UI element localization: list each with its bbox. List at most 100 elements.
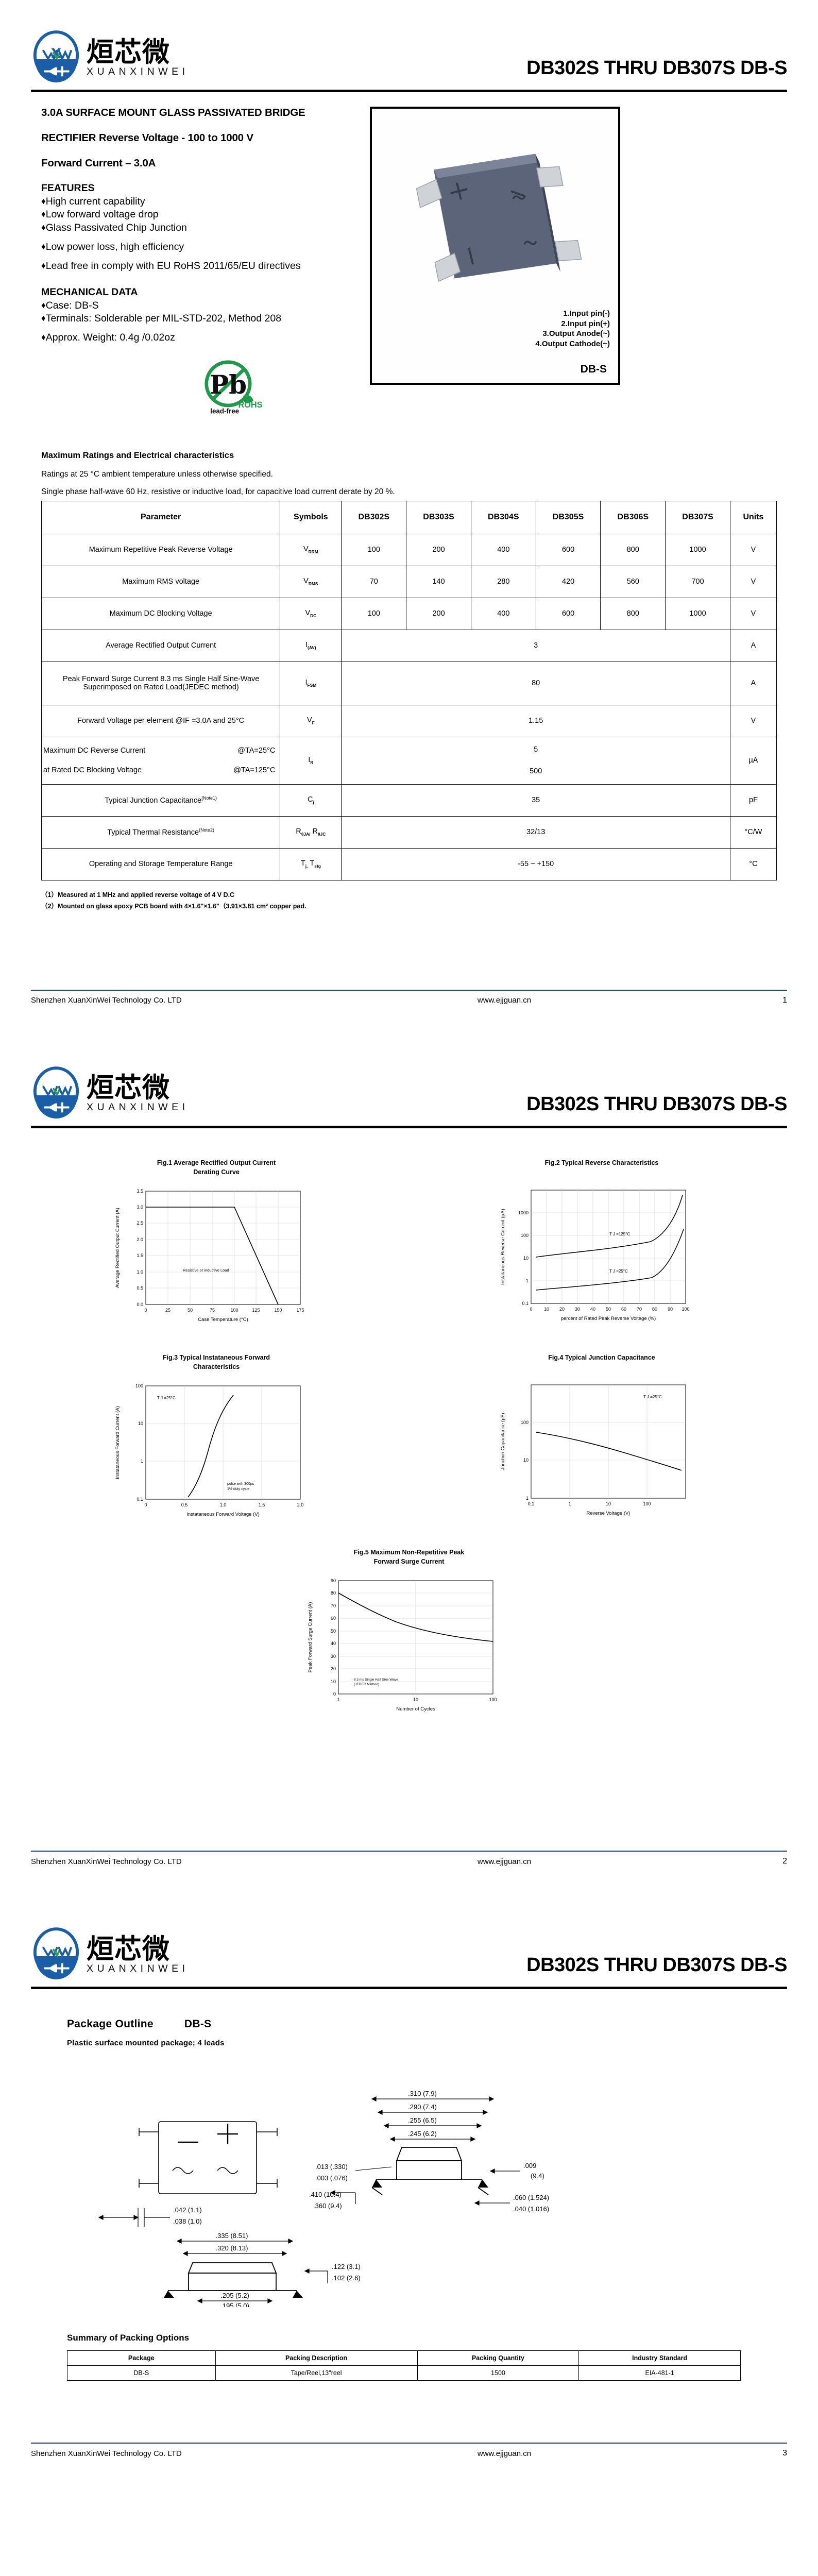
col-db302s: DB302S <box>341 500 407 534</box>
rohs-lead-free-badge: Pb ROHS lead-free <box>201 358 265 420</box>
dim-label: .335 (8.51) <box>216 2232 248 2240</box>
figure-2: Fig.2 Typical Reverse Characteristics <box>463 1158 741 1335</box>
svg-text:40: 40 <box>590 1307 595 1312</box>
footer-website[interactable]: www.ejjguan.cn <box>477 996 532 1005</box>
figure-1: Fig.1 Average Rectified Output Current D… <box>77 1158 355 1335</box>
feature-item: ♦High current capability <box>41 196 145 207</box>
svg-text:ROHS: ROHS <box>238 400 263 410</box>
ratings-table: Parameter Symbols DB302S DB303S DB304S D… <box>41 500 777 880</box>
table-row: Average Rectified Output Current I(AV) 3… <box>41 629 777 662</box>
row-param: Forward Voltage per element @IF =3.0A an… <box>41 704 281 737</box>
bullet-diamond-icon: ♦ <box>41 313 46 324</box>
pack-cell-standard: EIA-481-1 <box>578 2365 741 2381</box>
cell-value: 100 <box>341 597 407 630</box>
headline-line-3: Forward Current – 3.0A <box>41 157 156 169</box>
headline-line-1: 3.0A SURFACE MOUNT GLASS PASSIVATED BRID… <box>41 107 305 118</box>
svg-text:T J =25°C: T J =25°C <box>609 1269 628 1274</box>
package-drawings: .042 (1.1) .038 (1.0) <box>67 2065 741 2310</box>
row-param-line2: at Rated DC Blocking Voltage <box>43 766 142 775</box>
logo-chinese-name: 烜芯微 <box>87 1934 170 1965</box>
package-outline-code: DB-S <box>184 2018 212 2030</box>
svg-text:50: 50 <box>606 1307 611 1312</box>
figure-1-xlabel: Case Temperature (°C) <box>198 1317 248 1323</box>
charts-section: Fig.1 Average Rectified Output Current D… <box>31 1128 787 1725</box>
col-symbols: Symbols <box>280 500 342 534</box>
svg-text:60: 60 <box>331 1616 336 1621</box>
packing-options-title: Summary of Packing Options <box>67 2333 190 2343</box>
svg-text:1.0: 1.0 <box>220 1502 227 1507</box>
page2-footer: Shenzhen XuanXinWei Technology Co. LTD w… <box>31 1851 787 1866</box>
dim-label: .102 (2.6) <box>332 2274 361 2282</box>
row-symbol: Cj <box>280 784 342 817</box>
ratings-section: Maximum Ratings and Electrical character… <box>31 420 787 912</box>
company-logo: 烜芯微 XUANXINWEI <box>31 1927 189 1982</box>
ratings-condition: Single phase half-wave 60 Hz, resistive … <box>41 487 395 496</box>
dim-label: .013 (.330) <box>315 2163 348 2171</box>
svg-text:10: 10 <box>523 1256 529 1261</box>
page3-header: 烜芯微 XUANXINWEI DB302S THRU DB307S DB-S <box>31 1897 787 1986</box>
svg-text:75: 75 <box>210 1308 215 1313</box>
svg-text:20: 20 <box>559 1307 565 1312</box>
row-param-line1: Maximum DC Reverse Current <box>43 747 146 755</box>
row-symbol: VF <box>280 704 342 737</box>
figure-3-ylabel: Instataneous Forward Current (A) <box>115 1406 121 1479</box>
mechanical-item: ♦Case: DB-S <box>41 299 99 311</box>
row-param: Average Rectified Output Current <box>41 629 281 662</box>
dim-label: .060 (1.524) <box>513 2194 549 2201</box>
chart-row-3: Fig.5 Maximum Non-Repetitive Peak Forwar… <box>77 1548 741 1725</box>
packing-row: DB-S Tape/Reel,13"reel 1500 EIA-481-1 <box>67 2365 741 2381</box>
pin-item: 1.Input pin(-) <box>563 309 610 318</box>
svg-text:100: 100 <box>230 1308 238 1313</box>
figure-5-title: Fig.5 Maximum Non-Repetitive Peak Forwar… <box>353 1549 465 1566</box>
row-param: Typical Junction Capacitance(Note1) <box>41 784 281 817</box>
packing-options-section: Summary of Packing Options Package Packi… <box>31 2333 787 2381</box>
cell-value-span: 35 <box>341 784 730 817</box>
footer-website[interactable]: www.ejjguan.cn <box>477 2449 532 2458</box>
svg-text:30: 30 <box>331 1654 336 1659</box>
svg-text:100: 100 <box>521 1420 529 1425</box>
svg-text:10: 10 <box>413 1697 418 1702</box>
svg-text:1: 1 <box>141 1459 143 1464</box>
pack-cell-quantity: 1500 <box>417 2365 580 2381</box>
dim-label: .205 (5.2) <box>220 2292 249 2299</box>
table-notes: （1）Measured at 1 MHz and applied reverse… <box>41 890 777 912</box>
cell-value-span: 32/13 <box>341 816 730 849</box>
cell-value: 70 <box>341 565 407 598</box>
svg-text:T J =25°C: T J =25°C <box>157 1396 176 1400</box>
row-symbol: VDC <box>280 597 342 630</box>
pack-col-quantity: Packing Quantity <box>417 2350 580 2366</box>
bullet-diamond-icon: ♦ <box>41 196 46 206</box>
footer-page-number: 2 <box>782 1857 787 1866</box>
col-db306s: DB306S <box>600 500 666 534</box>
footer-website[interactable]: www.ejjguan.cn <box>477 1857 532 1866</box>
table-header-row: Parameter Symbols DB302S DB303S DB304S D… <box>41 500 777 534</box>
figure-1-ylabel: Average Rectified Output Current (A) <box>115 1208 121 1288</box>
row-unit: °C <box>729 848 777 880</box>
footer-company: Shenzhen XuanXinWei Technology Co. LTD <box>31 1857 182 1866</box>
pin-item: 2.Input pin(+) <box>561 319 610 328</box>
figure-1-plot: Resistive or inductive Load 0.0 0.5 1.0 1.… <box>115 1189 304 1323</box>
svg-text:T J =125°C: T J =125°C <box>609 1232 630 1236</box>
svg-text:10: 10 <box>606 1501 611 1506</box>
figure-2-plot: T J =125°C T J =25°C 0.1 1 10 100 1000 0 10 2… <box>500 1190 690 1321</box>
svg-text:10: 10 <box>331 1679 336 1684</box>
cell-value: 280 <box>470 565 536 598</box>
row-unit: V <box>729 597 777 630</box>
page-separator <box>0 1866 818 1897</box>
page1-footer: Shenzhen XuanXinWei Technology Co. LTD w… <box>31 989 787 1005</box>
figure-2-ylabel: Instataneous Reverse Current (µA) <box>500 1209 506 1285</box>
col-db303s: DB303S <box>406 500 471 534</box>
svg-text:0.1: 0.1 <box>522 1301 529 1306</box>
svg-text:8.3 ms Single Half Sine Wave: 8.3 ms Single Half Sine Wave <box>354 1678 398 1682</box>
row-param-cond2: @TA=125°C <box>233 766 276 775</box>
bullet-diamond-icon: ♦ <box>41 222 46 232</box>
page-1: X 烜芯微 XUANXINWEI <box>0 0 818 1005</box>
svg-text:50: 50 <box>331 1629 336 1634</box>
svg-text:60: 60 <box>621 1307 626 1312</box>
svg-text:1.5: 1.5 <box>137 1253 143 1258</box>
cell-value: 420 <box>535 565 601 598</box>
table-row: Typical Junction Capacitance(Note1) Cj 3… <box>41 784 777 817</box>
footer-rule <box>31 1851 787 1852</box>
feature-item: ♦Glass Passivated Chip Junction <box>41 222 187 233</box>
cell-value-span: 80 <box>341 661 730 705</box>
